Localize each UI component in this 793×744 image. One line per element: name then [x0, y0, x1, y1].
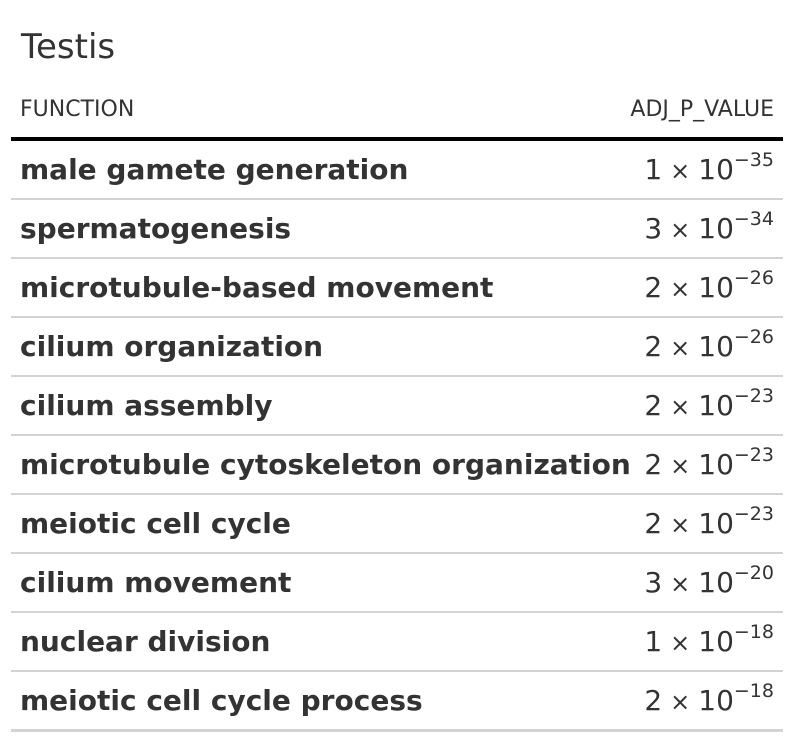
function-cell: spermatogenesis [11, 199, 611, 259]
adj-p-value-cell: 2 × 10−23 [611, 376, 783, 436]
p-value-mantissa: 1 [644, 625, 663, 658]
p-value-exponent: −23 [733, 502, 774, 525]
enrichment-table: FUNCTION ADJ_P_VALUE male gamete generat… [11, 81, 783, 732]
p-value-mantissa: 2 [644, 271, 663, 304]
function-cell: meiotic cell cycle [11, 494, 611, 554]
p-value-mantissa: 2 [644, 448, 663, 481]
function-cell: cilium movement [11, 553, 611, 613]
adj-p-value-cell: 2 × 10−26 [611, 317, 783, 377]
p-value-mantissa: 2 [644, 330, 663, 363]
function-cell: cilium assembly [11, 376, 611, 436]
times-sign: × [670, 216, 691, 244]
p-value-base: 10 [698, 330, 734, 363]
column-header-function[interactable]: FUNCTION [11, 81, 611, 141]
p-value-exponent: −23 [733, 384, 774, 407]
adj-p-value-cell: 3 × 10−34 [611, 199, 783, 259]
function-cell: microtubule-based movement [11, 258, 611, 318]
table-row: spermatogenesis 3 × 10−34 [11, 199, 783, 259]
adj-p-value-cell: 3 × 10−20 [611, 553, 783, 613]
table-row: nuclear division 1 × 10−18 [11, 612, 783, 672]
table-row: meiotic cell cycle 2 × 10−23 [11, 494, 783, 554]
p-value-mantissa: 3 [644, 566, 663, 599]
p-value-base: 10 [698, 271, 734, 304]
p-value-exponent: −18 [733, 679, 774, 702]
p-value-mantissa: 1 [644, 153, 663, 186]
adj-p-value-cell: 2 × 10−26 [611, 258, 783, 318]
p-value-exponent: −26 [733, 325, 774, 348]
table-row: cilium organization 2 × 10−26 [11, 317, 783, 377]
times-sign: × [670, 629, 691, 657]
p-value-mantissa: 2 [644, 389, 663, 422]
times-sign: × [670, 511, 691, 539]
p-value-base: 10 [698, 684, 734, 717]
table-row: cilium movement 3 × 10−20 [11, 553, 783, 613]
times-sign: × [670, 570, 691, 598]
p-value-mantissa: 2 [644, 684, 663, 717]
adj-p-value-cell: 1 × 10−35 [611, 139, 783, 200]
p-value-exponent: −18 [733, 620, 774, 643]
p-value-base: 10 [698, 389, 734, 422]
p-value-exponent: −26 [733, 266, 774, 289]
table-row: microtubule-based movement 2 × 10−26 [11, 258, 783, 318]
function-cell: cilium organization [11, 317, 611, 377]
p-value-base: 10 [698, 625, 734, 658]
adj-p-value-cell: 2 × 10−23 [611, 494, 783, 554]
table-row: meiotic cell cycle process 2 × 10−18 [11, 671, 783, 732]
times-sign: × [670, 157, 691, 185]
function-cell: microtubule cytoskeleton organization [11, 435, 631, 495]
p-value-base: 10 [698, 153, 734, 186]
times-sign: × [670, 334, 691, 362]
p-value-base: 10 [698, 212, 734, 245]
p-value-exponent: −34 [733, 207, 774, 230]
column-header-adj-p-value[interactable]: ADJ_P_VALUE [611, 81, 783, 141]
function-cell: meiotic cell cycle process [11, 671, 611, 732]
p-value-mantissa: 3 [644, 212, 663, 245]
times-sign: × [670, 452, 691, 480]
adj-p-value-cell: 1 × 10−18 [611, 612, 783, 672]
table-header-row: FUNCTION ADJ_P_VALUE [11, 81, 783, 141]
p-value-exponent: −35 [733, 148, 774, 171]
times-sign: × [670, 688, 691, 716]
function-cell: nuclear division [11, 612, 611, 672]
p-value-base: 10 [698, 448, 734, 481]
adj-p-value-cell: 2 × 10−23 [611, 435, 783, 495]
table-title: Testis [21, 27, 116, 67]
table-row: male gamete generation 1 × 10−35 [11, 139, 783, 200]
p-value-base: 10 [698, 507, 734, 540]
times-sign: × [670, 393, 691, 421]
p-value-exponent: −20 [733, 561, 774, 584]
p-value-mantissa: 2 [644, 507, 663, 540]
p-value-exponent: −23 [733, 443, 774, 466]
adj-p-value-cell: 2 × 10−18 [611, 671, 783, 732]
table-row: cilium assembly 2 × 10−23 [11, 376, 783, 436]
function-cell: male gamete generation [11, 139, 611, 200]
times-sign: × [670, 275, 691, 303]
p-value-base: 10 [698, 566, 734, 599]
table-row: microtubule cytoskeleton organization 2 × 1… [11, 435, 783, 495]
